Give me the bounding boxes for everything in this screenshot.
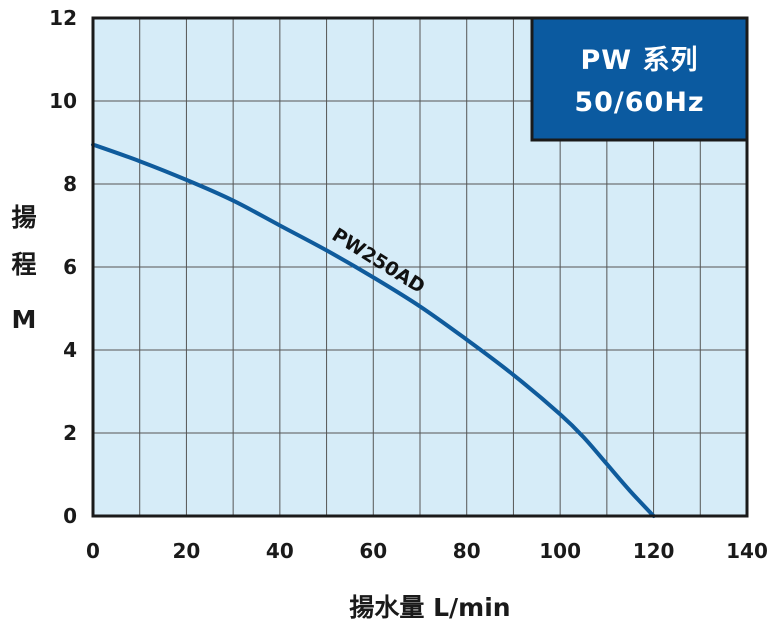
- x-tick-label: 140: [726, 539, 768, 563]
- y-tick-label: 4: [63, 338, 77, 362]
- x-tick-label: 80: [453, 539, 481, 563]
- badge-line-2: 50/60Hz: [574, 87, 704, 118]
- y-tick-label: 8: [63, 172, 77, 196]
- y-tick-label: 12: [49, 6, 77, 30]
- x-axis-title: 揚水量 L/min: [349, 593, 510, 622]
- x-tick-label: 100: [539, 539, 581, 563]
- x-tick-label: 40: [266, 539, 294, 563]
- series-badge: PW 系列 50/60Hz: [530, 16, 749, 142]
- y-axis-title-char: 程: [11, 250, 36, 279]
- grid: [93, 18, 747, 516]
- y-tick-label: 6: [63, 255, 77, 279]
- y-axis-title-char: M: [12, 305, 37, 334]
- y-tick-label: 2: [63, 421, 77, 445]
- y-tick-labels: 0 2 4 6 8 10 12: [49, 6, 77, 528]
- y-axis-title-char: 揚: [11, 203, 36, 232]
- plot-frame: [91, 16, 749, 518]
- series-line-pw250ad: [91, 142, 656, 518]
- x-tick-label: 0: [86, 539, 100, 563]
- x-tick-label: 60: [359, 539, 387, 563]
- x-tick-label: 20: [173, 539, 201, 563]
- y-tick-label: 10: [49, 89, 77, 113]
- x-tick-label: 120: [633, 539, 675, 563]
- badge-line-1: PW 系列: [581, 45, 699, 76]
- badge-background: [530, 16, 749, 142]
- y-tick-label: 0: [63, 504, 77, 528]
- y-axis-title: 揚程M: [11, 203, 36, 334]
- x-tick-labels: 0 20 40 60 80 100 120 140: [86, 539, 768, 563]
